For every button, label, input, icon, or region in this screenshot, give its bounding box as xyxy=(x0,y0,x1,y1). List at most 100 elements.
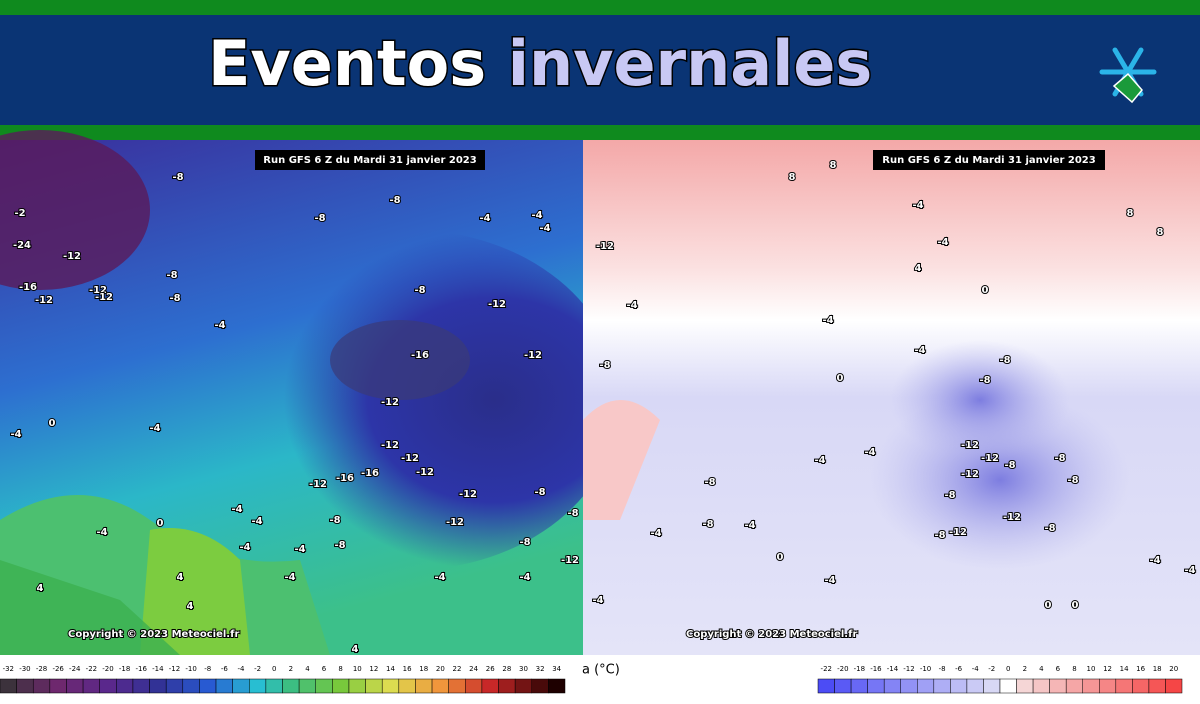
contour-label: -4 xyxy=(937,237,948,248)
legend-tick-label: 0 xyxy=(1006,665,1010,673)
legend-tick-label: 0 xyxy=(272,665,276,673)
run-label: Run GFS 6 Z du Mardi 31 janvier 2023 xyxy=(263,155,476,166)
legend-swatch xyxy=(834,678,852,694)
legend-tick-label: -30 xyxy=(19,665,30,673)
legend-swatch xyxy=(883,678,901,694)
legend-swatch xyxy=(332,678,350,694)
contour-label: -8 xyxy=(1044,523,1055,534)
contour-label: -8 xyxy=(172,172,183,183)
contour-label: -12 xyxy=(961,440,979,451)
legend-swatch xyxy=(531,678,549,694)
legend-swatch xyxy=(514,678,533,694)
legend-swatch xyxy=(348,678,366,694)
contour-label: -4 xyxy=(650,528,661,539)
contour-label: -4 xyxy=(479,213,490,224)
snowflake-icon xyxy=(1099,47,1157,104)
contour-label: -4 xyxy=(231,504,242,515)
contour-label: -4 xyxy=(531,210,542,221)
legend-swatch xyxy=(66,678,84,694)
legend-swatch xyxy=(950,678,968,694)
legend-swatch xyxy=(1016,678,1034,694)
contour-label: -8 xyxy=(166,270,177,281)
stripe xyxy=(0,0,1200,15)
contour-label: -12 xyxy=(89,285,107,296)
legend-swatch xyxy=(315,678,333,694)
legend-tick-label: 26 xyxy=(486,665,495,673)
legend-swatch xyxy=(215,678,233,694)
legend-tick-label: -6 xyxy=(955,665,963,673)
legend-tick-label: 22 xyxy=(453,665,462,673)
legend-swatch xyxy=(1115,678,1133,694)
legend-tick-label: 32 xyxy=(536,665,545,673)
contour-label: 8 xyxy=(789,172,796,183)
legend-swatch xyxy=(49,678,67,694)
legend-swatch xyxy=(983,678,1001,694)
legend-tick-label: -14 xyxy=(152,665,164,673)
contour-label: 8 xyxy=(1127,208,1134,219)
contour-label: -8 xyxy=(934,530,945,541)
legend-tick-label: -18 xyxy=(119,665,130,673)
legend-tick-label: -10 xyxy=(920,665,931,673)
legend-tick-label: 4 xyxy=(305,665,310,673)
legend-swatch xyxy=(933,678,951,694)
contour-label: -12 xyxy=(596,241,614,252)
legend-tick-label: -32 xyxy=(3,665,14,673)
legend-swatch xyxy=(817,678,835,694)
contour-label: 0 xyxy=(49,418,56,429)
contour-label: -24 xyxy=(13,240,31,251)
contour-label: 4 xyxy=(915,263,922,274)
contour-label: -8 xyxy=(534,487,545,498)
title: Eventos invernales xyxy=(208,27,872,100)
contour-label: -16 xyxy=(336,473,354,484)
legend-swatch xyxy=(548,678,566,694)
legend-tick-label: 28 xyxy=(502,665,511,673)
contour-label: -8 xyxy=(329,515,340,526)
legend-tick-label: 10 xyxy=(1087,665,1096,673)
contour-label: -8 xyxy=(1004,460,1015,471)
run-box xyxy=(255,150,485,170)
contour-label: -12 xyxy=(309,479,327,490)
run-label: Run GFS 6 Z du Mardi 31 janvier 2023 xyxy=(882,155,1095,166)
contour-label: -12 xyxy=(381,440,399,451)
contour-label: 8 xyxy=(1157,227,1164,238)
banner xyxy=(0,15,1200,125)
legend-swatch xyxy=(149,678,167,694)
contour-label: 4 xyxy=(187,601,194,612)
contour-label: -8 xyxy=(979,375,990,386)
contour-label: -4 xyxy=(744,520,755,531)
legend-tick-label: 34 xyxy=(552,665,561,673)
legend-tick-label: 18 xyxy=(1153,665,1162,673)
legend-swatch xyxy=(1099,678,1117,694)
legend-tick-label: 14 xyxy=(1120,665,1129,673)
legend-tick-label: -10 xyxy=(185,665,196,673)
contour-label: -4 xyxy=(864,447,875,458)
legend-tick-label: 30 xyxy=(519,665,528,673)
legend-tick-label: -12 xyxy=(903,665,914,673)
legend-tick-label: -8 xyxy=(939,665,946,673)
contour-label: -16 xyxy=(411,350,429,361)
legend-tick-label: 4 xyxy=(1039,665,1044,673)
contour-label: -12 xyxy=(949,527,967,538)
legend-swatch xyxy=(850,678,868,694)
legend-tick-label: -22 xyxy=(821,665,832,673)
legend-swatch xyxy=(0,678,17,694)
contour-label: 0 xyxy=(982,285,989,296)
map-left: -2-24-12-16-12-12-12-8-8-8-8-8-4 -4-4-4-8… xyxy=(0,130,620,656)
contour-label: -4 xyxy=(814,455,825,466)
contour-label: -4 xyxy=(914,345,925,356)
legend-tick-label: 6 xyxy=(322,665,327,673)
run-box xyxy=(873,150,1105,170)
contour-label: -12 xyxy=(95,292,113,303)
contour-label: -2 xyxy=(14,208,25,219)
legend-swatch xyxy=(867,678,885,694)
legend-tick-label: -12 xyxy=(169,665,180,673)
contour-label: -12 xyxy=(35,295,53,306)
contour-label: -8 xyxy=(999,355,1010,366)
legend-swatch xyxy=(381,678,400,694)
contour-label: -4 xyxy=(239,542,250,553)
legend-tick-label: -16 xyxy=(136,665,148,673)
contour-label: -4 xyxy=(626,300,637,311)
contour-label: 0 xyxy=(157,518,164,529)
legend-swatch xyxy=(182,678,200,694)
